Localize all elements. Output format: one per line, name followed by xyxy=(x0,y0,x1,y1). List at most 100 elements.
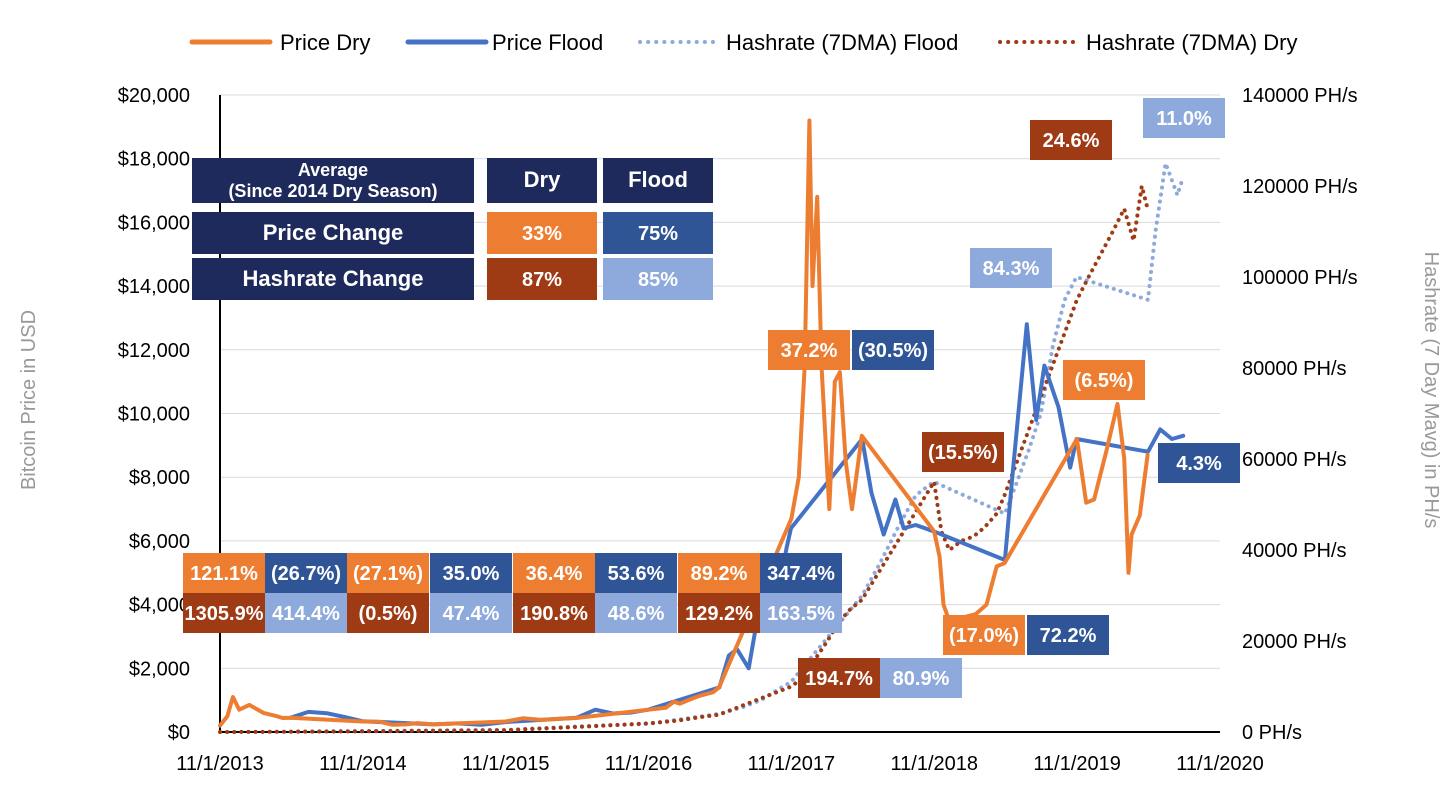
table-dry-cell xyxy=(487,212,597,254)
hashrate-change-label-box xyxy=(513,593,595,633)
price-change-label-box xyxy=(760,553,842,593)
y-tick-label-right: 80000 PH/s xyxy=(1242,358,1347,380)
table-row-label: Price Change xyxy=(263,220,404,245)
hashrate-change-label-box xyxy=(595,593,677,633)
price-change-label-box xyxy=(513,553,595,593)
y-tick-label-left: $18,000 xyxy=(118,149,190,171)
series-hashrate-7dma-flood-line xyxy=(288,161,1186,734)
table-flood-cell xyxy=(603,212,713,254)
price-change-label: (26.7%) xyxy=(271,563,341,585)
table-flood-value: 85% xyxy=(638,269,678,291)
callout-label: (30.5%) xyxy=(858,340,928,362)
x-tick-label: 11/1/2015 xyxy=(462,753,550,775)
callout-label: 37.2% xyxy=(781,340,838,362)
callout-label-box xyxy=(768,330,850,370)
price-change-label-box xyxy=(347,553,429,593)
summary-table: Average(Since 2014 Dry Season) Dry Flood Pr… xyxy=(192,158,713,300)
table-header-label: (Since 2014 Dry Season) xyxy=(228,181,437,201)
table-dry-value: 33% xyxy=(522,223,562,245)
price-change-label: 121.1% xyxy=(190,563,258,585)
hashrate-change-label: 129.2% xyxy=(685,603,753,625)
price-change-label-box xyxy=(265,553,347,593)
y-tick-label-right: 60000 PH/s xyxy=(1242,449,1347,471)
table-dry-cell xyxy=(487,258,597,300)
callout-label: 194.7% xyxy=(805,668,873,690)
y-tick-label-left: $20,000 xyxy=(118,85,190,107)
y-tick-label-right: 40000 PH/s xyxy=(1242,540,1347,562)
series-price-dry-line xyxy=(218,118,1150,728)
price-change-label-box xyxy=(595,553,677,593)
callout-label-box xyxy=(852,330,934,370)
table-header-cell xyxy=(603,158,713,203)
y-tick-label-left: $4,000 xyxy=(129,595,190,617)
price-change-label-box xyxy=(183,553,265,593)
hashrate-change-label-box xyxy=(265,593,347,633)
table-flood-value: 75% xyxy=(638,223,678,245)
y-axis-label-left: Bitcoin Price in USD xyxy=(18,310,40,490)
y-tick-label-left: $6,000 xyxy=(129,531,190,553)
price-change-label: 35.0% xyxy=(443,563,500,585)
callout-label-box xyxy=(970,248,1052,288)
x-tick-label: 11/1/2017 xyxy=(748,753,836,775)
callout-label-box xyxy=(1063,360,1145,400)
hashrate-change-label: 414.4% xyxy=(272,603,340,625)
y-tick-label-right: 0 PH/s xyxy=(1242,722,1302,744)
callout-label-box xyxy=(1030,120,1112,160)
callout-label-box xyxy=(943,615,1025,655)
callout-label: 11.0% xyxy=(1156,108,1212,130)
y-tick-label-left: $12,000 xyxy=(118,340,190,362)
table-flood-cell xyxy=(603,258,713,300)
callout-label: 24.6% xyxy=(1043,130,1100,152)
table-dry-value: 87% xyxy=(522,269,562,291)
x-tick-label: 11/1/2013 xyxy=(176,753,264,775)
legend-label: Price Flood xyxy=(492,30,603,55)
table-header-label: Average xyxy=(298,160,368,180)
price-change-label-box xyxy=(678,553,760,593)
hashrate-change-label: 190.8% xyxy=(520,603,588,625)
table-header-cell xyxy=(487,158,597,203)
hashrate-change-label: 48.6% xyxy=(608,603,665,625)
table-row-label: Hashrate Change xyxy=(243,266,424,291)
table-header-cell xyxy=(192,158,474,203)
callout-label-box xyxy=(880,658,962,698)
y-tick-label-left: $16,000 xyxy=(118,212,190,234)
series-hashrate-7dma-dry-line xyxy=(218,184,1150,734)
callout-label-box xyxy=(798,658,880,698)
callout-label-box xyxy=(1158,443,1240,483)
x-tick-label: 11/1/2019 xyxy=(1033,753,1121,775)
hashrate-change-label: 163.5% xyxy=(767,603,835,625)
table-row-label-cell xyxy=(192,212,474,254)
price-change-label: 53.6% xyxy=(608,563,665,585)
table-header-flood: Flood xyxy=(628,167,688,192)
callout-label: (6.5%) xyxy=(1075,370,1134,392)
hashrate-change-label-box xyxy=(760,593,842,633)
annotations: 121.1% (26.7%) (27.1%) 35.0% 36.4% 53.6% 89.2%… xyxy=(183,98,1240,698)
callout-label: 4.3% xyxy=(1176,453,1222,475)
callout-label: 80.9% xyxy=(893,668,950,690)
y-tick-label-left: $14,000 xyxy=(118,276,190,298)
hashrate-change-label: (0.5%) xyxy=(359,603,418,625)
legend-label: Hashrate (7DMA) Dry xyxy=(1086,30,1297,55)
y-tick-label-left: $10,000 xyxy=(118,404,190,426)
callout-label: (17.0%) xyxy=(949,625,1019,647)
x-tick-label: 11/1/2014 xyxy=(319,753,407,775)
y-tick-label-left: $8,000 xyxy=(129,467,190,489)
price-change-label: (27.1%) xyxy=(353,563,423,585)
callout-label-box xyxy=(922,432,1004,472)
callout-label-box xyxy=(1143,98,1225,138)
series-price-flood-line xyxy=(288,322,1186,727)
legend-label: Hashrate (7DMA) Flood xyxy=(726,30,958,55)
y-tick-label-right: 140000 PH/s xyxy=(1242,85,1358,107)
y-tick-label-left: $2,000 xyxy=(129,658,190,680)
x-tick-label: 11/1/2018 xyxy=(891,753,979,775)
price-change-label: 36.4% xyxy=(526,563,583,585)
y-tick-label-right: 120000 PH/s xyxy=(1242,176,1358,198)
y-tick-label-right: 20000 PH/s xyxy=(1242,631,1347,653)
hashrate-change-label-box xyxy=(430,593,512,633)
callout-label-box xyxy=(1027,615,1109,655)
hashrate-change-label-box xyxy=(347,593,429,633)
hashrate-change-label-box xyxy=(678,593,760,633)
x-tick-label: 11/1/2016 xyxy=(605,753,693,775)
callout-label: 72.2% xyxy=(1040,625,1097,647)
